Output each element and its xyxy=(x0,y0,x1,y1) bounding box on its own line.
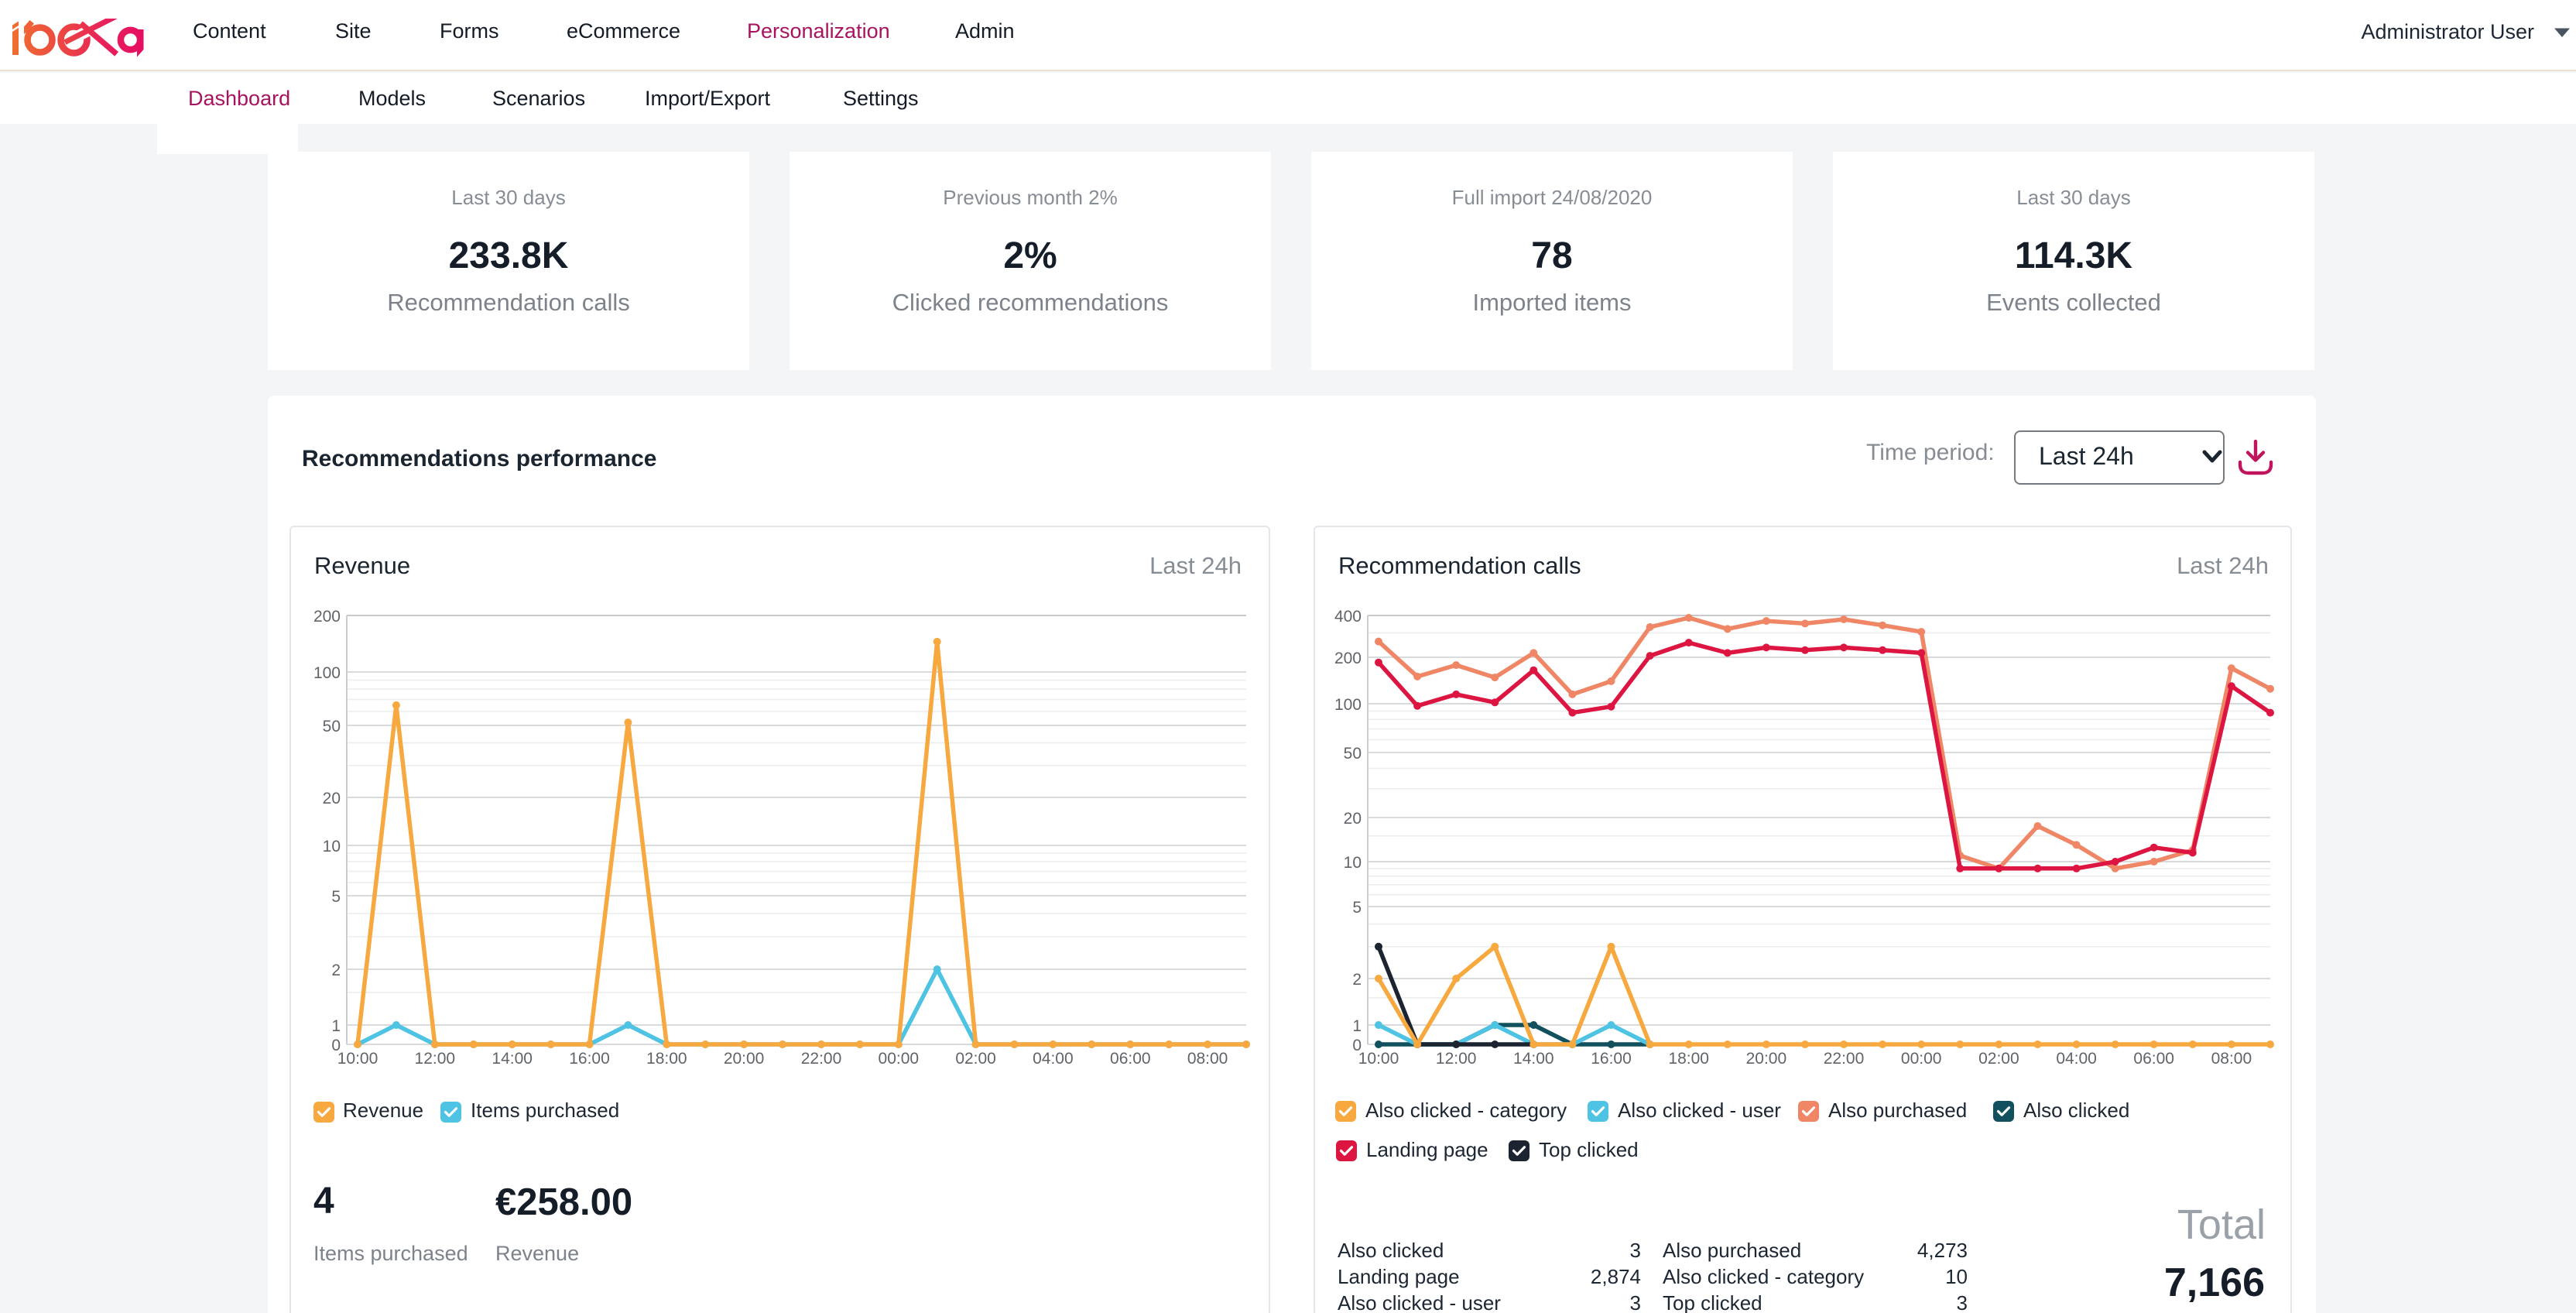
svg-text:02:00: 02:00 xyxy=(1978,1050,2019,1068)
svg-text:100: 100 xyxy=(1334,696,1362,714)
svg-text:02:00: 02:00 xyxy=(955,1050,996,1068)
svg-text:04:00: 04:00 xyxy=(1033,1050,1074,1068)
svg-text:20: 20 xyxy=(323,790,341,807)
svg-text:06:00: 06:00 xyxy=(1110,1050,1151,1068)
svg-text:16:00: 16:00 xyxy=(1591,1050,1632,1068)
svg-text:50: 50 xyxy=(323,718,341,735)
svg-text:14:00: 14:00 xyxy=(1513,1050,1554,1068)
svg-text:10:00: 10:00 xyxy=(337,1050,379,1068)
svg-text:08:00: 08:00 xyxy=(2211,1050,2252,1068)
svg-text:22:00: 22:00 xyxy=(801,1050,842,1068)
svg-text:14:00: 14:00 xyxy=(492,1050,533,1068)
svg-text:20:00: 20:00 xyxy=(1746,1050,1787,1068)
svg-text:5: 5 xyxy=(1352,899,1362,917)
svg-text:00:00: 00:00 xyxy=(879,1050,920,1068)
svg-text:10: 10 xyxy=(323,838,341,855)
svg-text:12:00: 12:00 xyxy=(415,1050,456,1068)
svg-text:100: 100 xyxy=(313,664,341,682)
svg-text:1: 1 xyxy=(1352,1017,1362,1035)
svg-text:08:00: 08:00 xyxy=(1187,1050,1228,1068)
svg-text:20: 20 xyxy=(1344,810,1362,828)
svg-text:2: 2 xyxy=(331,962,341,979)
svg-text:200: 200 xyxy=(313,608,341,626)
svg-text:00:00: 00:00 xyxy=(1901,1050,1942,1068)
svg-text:400: 400 xyxy=(1334,608,1362,626)
svg-text:04:00: 04:00 xyxy=(2056,1050,2097,1068)
svg-text:22:00: 22:00 xyxy=(1824,1050,1865,1068)
svg-text:0: 0 xyxy=(331,1037,341,1054)
svg-text:16:00: 16:00 xyxy=(569,1050,610,1068)
svg-text:5: 5 xyxy=(331,888,341,906)
svg-text:1: 1 xyxy=(331,1017,341,1035)
svg-text:06:00: 06:00 xyxy=(2133,1050,2174,1068)
svg-text:200: 200 xyxy=(1334,650,1362,667)
svg-text:12:00: 12:00 xyxy=(1436,1050,1477,1068)
svg-text:10: 10 xyxy=(1344,854,1362,872)
svg-text:2: 2 xyxy=(1352,971,1362,989)
svg-text:10:00: 10:00 xyxy=(1358,1050,1399,1068)
svg-text:18:00: 18:00 xyxy=(646,1050,687,1068)
svg-text:0: 0 xyxy=(1352,1037,1362,1054)
svg-text:50: 50 xyxy=(1344,745,1362,763)
svg-text:18:00: 18:00 xyxy=(1668,1050,1709,1068)
svg-text:20:00: 20:00 xyxy=(724,1050,765,1068)
